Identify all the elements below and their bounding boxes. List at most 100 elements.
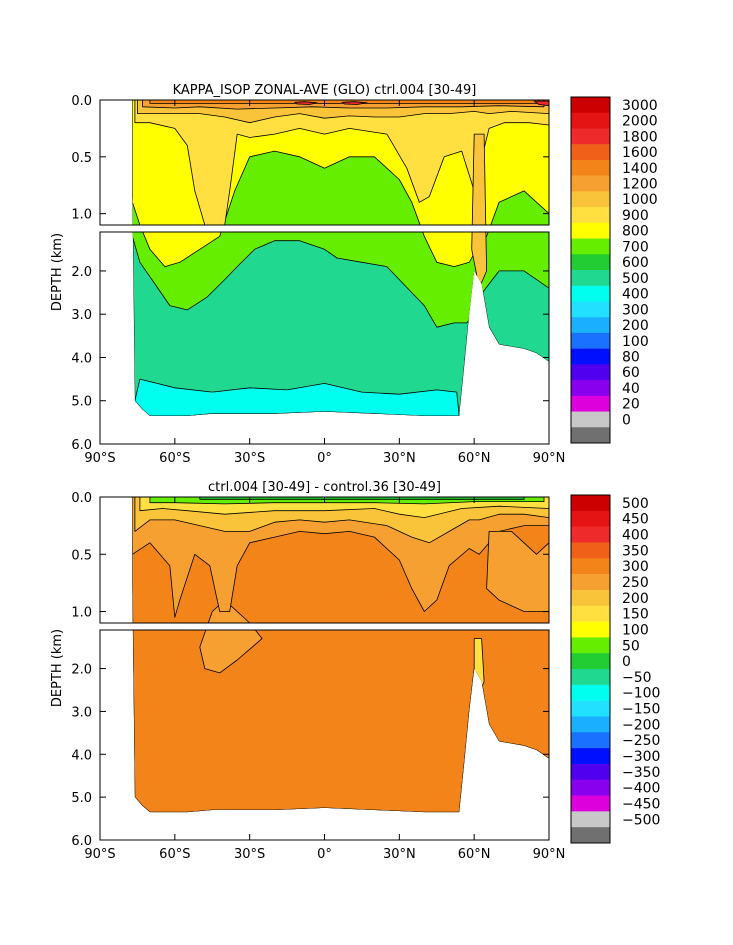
axis-break [99,225,550,232]
colorbar-label: 2000 [622,114,658,130]
contour-field [132,100,549,416]
colorbar-swatch [571,159,610,176]
colorbar-label: −300 [622,749,660,765]
colorbar-label: 200 [622,318,649,334]
colorbar-swatch [571,207,610,224]
colorbar-swatch [571,589,610,607]
colorbar-swatch [571,526,610,543]
y-tick-label: 1.0 [71,606,92,621]
x-tick-label: 30°S [234,451,265,466]
colorbar-swatch [571,175,610,192]
x-tick-label: 60°N [458,451,491,466]
colorbar-label: 450 [622,512,649,528]
colorbar-swatch [571,317,610,334]
colorbar-label: 1800 [622,129,658,145]
colorbar-label: 0 [622,412,631,428]
colorbar-label: 100 [622,334,649,350]
contour-field [132,497,549,813]
colorbar-swatch [571,222,610,239]
y-tick-label: 5.0 [71,395,92,410]
colorbar-swatch [571,653,610,670]
x-tick-label: 0° [317,451,332,466]
colorbar-swatch [571,763,610,781]
colorbar-swatch [571,332,610,349]
y-tick-label: 4.0 [71,748,92,763]
colorbar-label: 250 [622,575,649,591]
chart-title: ctrl.004 [30-49] - control.36 [30-49] [208,480,441,495]
colorbar-label: −100 [622,686,660,702]
colorbar-swatch [571,364,610,381]
x-tick-label: 30°N [383,451,416,466]
colorbar-swatch [571,574,610,591]
colorbar-label: 60 [622,365,640,381]
y-tick-label: 6.0 [71,438,92,453]
colorbar-swatch [571,270,610,287]
x-tick-label: 0° [317,847,332,862]
colorbar-swatch [571,637,610,654]
colorbar-label: −50 [622,670,652,686]
y-tick-label: 0.5 [71,548,92,563]
colorbar-swatch [571,112,610,129]
colorbar-label: −450 [622,796,660,812]
x-tick-label: 60°S [159,451,190,466]
x-tick-label: 90°N [533,847,566,862]
contour-region-6 [294,101,318,105]
axis-break [99,623,550,630]
colorbar: 3000200018001600140012001000900800700600… [570,96,658,444]
colorbar-label: 1200 [622,177,658,193]
y-tick-label: 3.0 [71,308,92,323]
colorbar-swatch [571,128,610,145]
y-tick-label: 4.0 [71,351,92,366]
contour-region-8 [486,531,549,612]
colorbar-swatch [571,301,610,318]
panel-top: 90°S 60°S 30°S 0° 30°N 60°N 90°N 0.0 0.5 1.0 2.0 3.… [50,83,658,466]
colorbar-swatch [571,621,610,638]
colorbar-label: 500 [622,271,649,287]
colorbar-label: 300 [622,559,649,575]
panel-bottom: 90°S 60°S 30°S 0° 30°N 60°N 90°N 0.0 0.5 1.0 2.0 3.… [50,480,660,862]
colorbar-label: 400 [622,287,649,303]
y-tick-label: 0.5 [71,151,92,166]
colorbar-swatch [571,558,610,575]
colorbar: 500450400350300250200150100500−50−100−15… [570,494,660,844]
y-tick-label: 5.0 [71,791,92,806]
colorbar-swatch [571,238,610,255]
x-tick-label: 90°S [84,847,115,862]
colorbar-swatch [571,395,610,412]
colorbar-label: 600 [622,255,649,271]
colorbar-label: 3000 [622,98,658,114]
y-tick-label: 2.0 [71,663,92,678]
colorbar-swatch [571,684,610,701]
x-tick-label: 90°S [84,451,115,466]
colorbar-frame [570,494,611,844]
x-tick-label: 60°S [159,847,190,862]
colorbar-swatch [571,779,610,796]
colorbar-label: 20 [622,397,640,413]
y-tick-label: 0.0 [71,94,92,109]
colorbar-swatch [571,97,610,114]
colorbar-swatch [571,348,610,365]
colorbar-label: 1000 [622,192,658,208]
x-tick-label: 30°S [234,847,265,862]
colorbar-label: 150 [622,607,649,623]
colorbar-label: 80 [622,350,640,366]
colorbar-swatch [571,827,610,844]
colorbar-swatch [571,811,610,828]
colorbar-label: 50 [622,638,640,654]
colorbar-swatch [571,191,610,208]
colorbar-label: 200 [622,591,649,607]
y-axis-label: DEPTH (km) [50,629,65,707]
colorbar-label: 40 [622,381,640,397]
colorbar-swatch [571,427,610,444]
colorbar-swatch [571,254,610,271]
contour-region-7 [341,101,368,105]
colorbar-label: 1400 [622,161,658,177]
chart-title: KAPPA_ISOP ZONAL-AVE (GLO) ctrl.004 [30-… [173,83,477,98]
colorbar-label: 300 [622,302,649,318]
colorbar-label: −400 [622,781,660,797]
colorbar-label: 400 [622,528,649,544]
colorbar-label: −150 [622,702,660,718]
colorbar-swatch [571,700,610,717]
colorbar-label: 500 [622,496,649,512]
